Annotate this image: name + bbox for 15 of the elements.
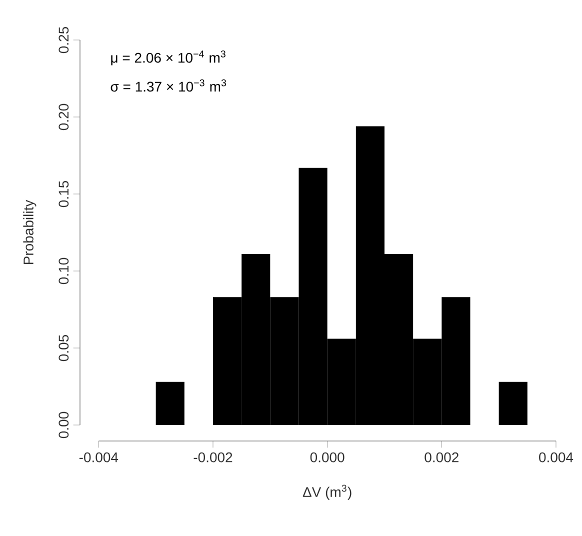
y-tick-label: 0.10	[58, 258, 69, 284]
y-tick-label: 0.00	[58, 412, 69, 438]
x-tick-label: 0.002	[424, 452, 458, 462]
x-axis-title: ΔV (m$^{3}$)	[302, 484, 352, 500]
x-tick-label: 0.000	[310, 452, 344, 462]
y-tick-label: 0.05	[58, 334, 69, 362]
annotation: σ = 1.37 × 10$^{−3}$ m$^{3}$	[110, 79, 226, 92]
y-tick-label: 0.25	[58, 26, 69, 54]
x-tick-label: -0.004	[79, 452, 118, 462]
x-tick-label: 0.004	[539, 452, 574, 462]
y-axis-title: Probability	[23, 200, 36, 264]
y-tick-label: 0.20	[58, 104, 69, 130]
x-tick-label: -0.002	[194, 452, 232, 462]
y-tick-label: 0.15	[58, 180, 69, 208]
annotation: μ = 2.06 × 10$^{−4}$ m$^{3}$	[111, 50, 226, 66]
